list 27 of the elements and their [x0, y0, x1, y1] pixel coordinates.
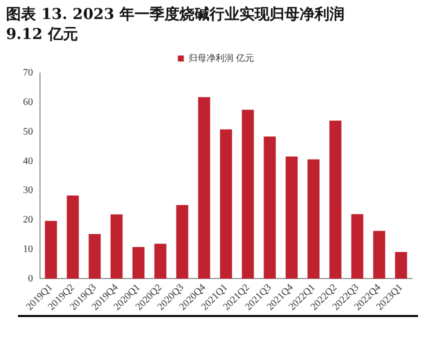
bar [198, 97, 210, 279]
y-tick-label: 70 [23, 68, 33, 79]
bar [264, 136, 276, 279]
bar [154, 244, 166, 279]
bar [44, 220, 57, 279]
bar [66, 196, 79, 279]
bar [395, 252, 408, 279]
bar [110, 214, 123, 279]
bar [88, 234, 101, 279]
bar [373, 230, 386, 279]
bar [286, 156, 298, 279]
bar [351, 214, 364, 279]
y-tick-label: 10 [23, 244, 33, 255]
bar [132, 246, 144, 279]
y-tick-label: 30 [23, 185, 33, 196]
bar [308, 159, 320, 279]
chart-title: 图表 13. 2023 年一季度烧碱行业实现归母净利润 9.12 亿元 [5, 4, 346, 44]
bar [242, 110, 254, 279]
y-tick-label: 50 [23, 126, 33, 138]
y-tick-label: 0 [28, 273, 33, 284]
legend-label: 归母净利润 亿元 [188, 52, 254, 64]
y-tick-label: 20 [23, 214, 33, 226]
y-tick-label: 40 [23, 156, 33, 167]
bar [220, 129, 232, 279]
bar [176, 204, 188, 279]
bar [329, 120, 342, 279]
y-tick-label: 60 [23, 97, 33, 108]
